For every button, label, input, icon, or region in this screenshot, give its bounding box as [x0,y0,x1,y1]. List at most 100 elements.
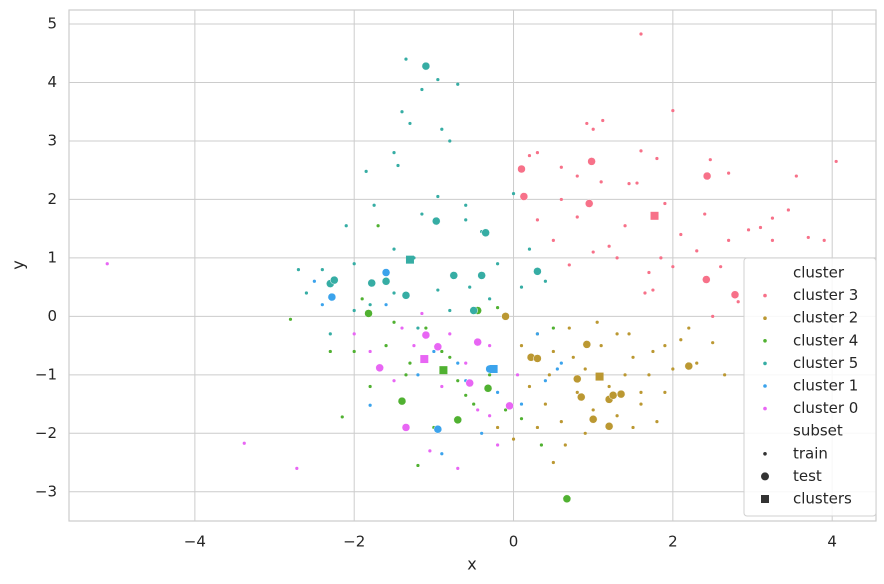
x-tick-label: 2 [668,533,678,551]
train-point [464,218,468,222]
legend-title: subset [793,422,843,440]
train-point [770,216,775,220]
train-point [440,349,444,354]
train-point [400,110,404,114]
legend-marker [761,495,769,503]
test-point [449,271,459,280]
train-point [488,297,492,301]
y-tick-label: 5 [47,15,57,33]
test-point [473,337,482,347]
train-point [432,349,436,354]
train-point [679,232,683,237]
legend-label: cluster 0 [793,399,858,417]
train-point [551,238,555,242]
test-point [432,216,441,226]
test-point [684,361,694,371]
train-point [456,379,460,383]
legend: cluster cluster 3 cluster 2 cluster 4 cluste… [743,257,877,517]
train-point [551,460,555,465]
train-point [559,165,563,169]
train-point [639,149,643,153]
train-point [599,343,603,348]
train-point [372,203,376,207]
y-tick-label: 1 [47,248,57,266]
train-point [834,159,838,164]
train-point [376,224,380,228]
train-point [631,425,635,430]
train-point [708,158,712,162]
train-point [559,197,563,202]
y-tick-label: 4 [47,73,57,91]
train-point [615,414,619,418]
cluster-center [420,355,429,364]
train-point [663,201,667,206]
train-point [671,367,675,371]
train-point [328,332,332,336]
train-point [770,238,775,242]
train-point [615,256,619,260]
train-point [511,437,516,441]
train-point [571,355,575,359]
legend-label: cluster 2 [793,309,858,327]
legend-marker [763,293,767,298]
train-point [420,311,424,316]
train-point [404,57,408,61]
train-point [448,332,452,336]
x-axis-label: x [467,555,476,574]
test-point [573,374,582,384]
train-point [364,169,368,173]
x-tick-label: −4 [184,533,206,551]
train-point [559,420,563,424]
train-point [519,402,524,406]
train-point [456,466,460,470]
train-point [440,452,444,456]
legend-label: cluster 5 [793,354,858,372]
train-point [519,285,524,289]
train-point [711,314,715,318]
y-tick-label: 2 [47,190,57,208]
train-point [352,308,356,313]
train-point [416,463,420,468]
test-point [533,267,542,276]
train-point [535,151,540,155]
train-point [527,247,532,251]
train-point [543,379,547,383]
train-point [539,443,544,447]
train-point [575,390,579,394]
legend-marker [763,316,767,321]
train-point [679,338,683,342]
train-point [412,343,416,348]
train-point [746,228,751,232]
train-point [643,291,647,295]
train-point [639,32,643,36]
train-point [480,431,484,435]
train-point [601,118,605,123]
train-point [695,361,699,365]
train-point [527,153,532,158]
train-point [495,425,500,430]
test-point [401,423,411,432]
train-point [543,279,547,283]
train-point [503,408,508,412]
train-point [408,121,412,126]
test-point [584,199,594,208]
test-point [421,330,431,340]
test-point [375,363,384,373]
train-point [424,326,428,330]
train-point [575,174,579,178]
y-tick-label: 3 [47,131,57,149]
train-point [312,279,316,283]
legend-marker [763,361,767,366]
train-point [304,291,308,295]
cluster-center [439,366,448,375]
train-point [448,139,452,143]
train-point [515,373,520,377]
train-point [396,163,400,168]
test-point [327,292,337,302]
cluster-center [405,255,414,264]
train-point [360,297,364,301]
train-point [488,373,492,377]
train-point [639,390,643,394]
train-point [519,343,524,348]
